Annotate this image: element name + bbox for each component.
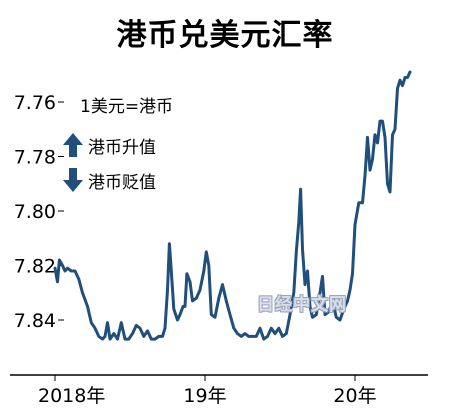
y-tick-label: 7.84 xyxy=(14,310,56,332)
y-axis-ticks: 7.76 7.78 7.80 7.82 7.84 xyxy=(14,92,64,332)
legend-appreciation-label: 港币升值 xyxy=(88,137,156,158)
watermark: 日经中文网 xyxy=(257,295,347,315)
x-tick-label: 19年 xyxy=(183,385,226,407)
legend-depreciation-label: 港币贬值 xyxy=(88,172,156,193)
x-axis-ticks: 2018年 19年 20年 xyxy=(38,375,377,407)
y-tick-label: 7.76 xyxy=(14,92,56,114)
y-tick-label: 7.82 xyxy=(14,256,56,278)
unit-note: 1美元=港币 xyxy=(80,97,174,117)
chart-title: 港币兑美元汇率 xyxy=(116,18,334,53)
arrow-up-icon xyxy=(63,133,83,157)
arrow-down-icon xyxy=(63,168,83,192)
legend-depreciation: 港币贬值 xyxy=(62,167,156,193)
x-tick-label: 2018年 xyxy=(38,385,105,407)
legend-appreciation: 港币升值 xyxy=(62,132,156,158)
y-tick-label: 7.80 xyxy=(14,201,56,223)
x-tick-label: 20年 xyxy=(333,385,376,407)
y-tick-label: 7.78 xyxy=(14,147,56,169)
series-line-hkd-usd xyxy=(53,70,412,341)
